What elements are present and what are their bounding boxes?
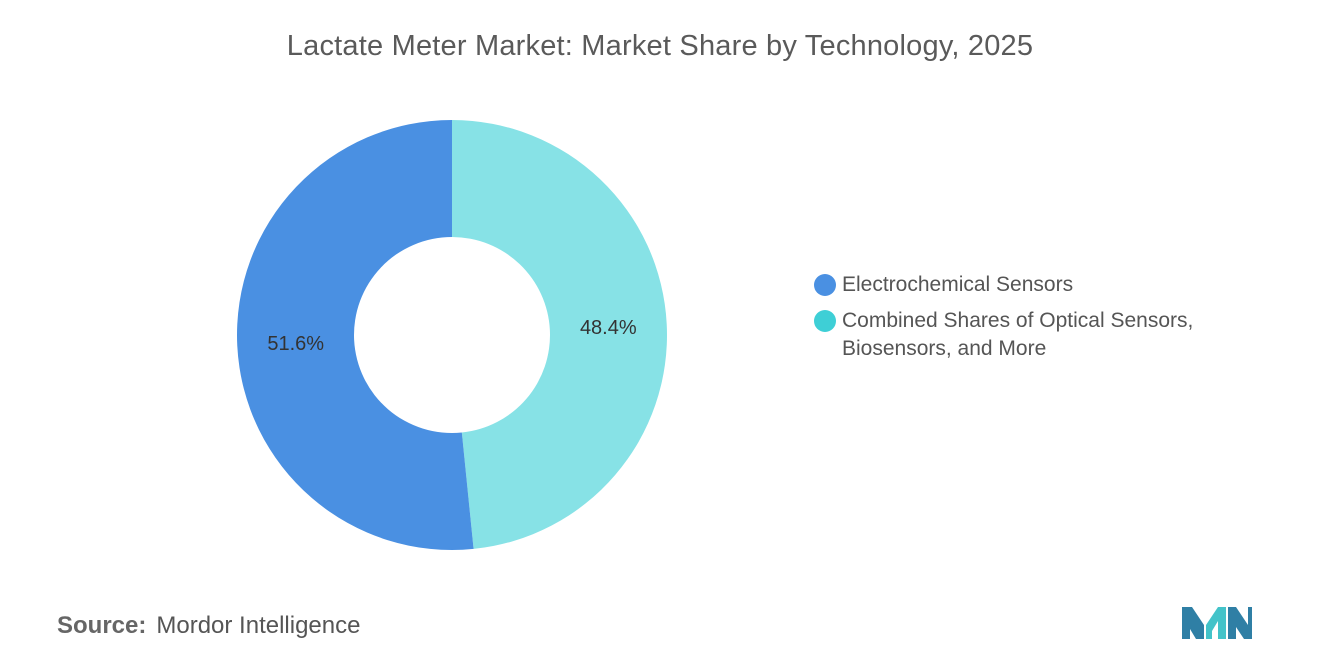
- donut-labels: 48.4% 51.6%: [267, 317, 637, 355]
- legend-label-electrochemical: Electrochemical Sensors: [842, 273, 1074, 296]
- chart-title: Lactate Meter Market: Market Share by Te…: [286, 30, 1034, 62]
- data-label-combined: 48.4%: [580, 317, 637, 339]
- mordor-intelligence-logo: [1182, 603, 1252, 644]
- data-label-electrochemical: 51.6%: [267, 333, 324, 355]
- donut-slice-electrochemical: [236, 120, 474, 551]
- legend-swatch-electrochemical: [814, 274, 836, 296]
- source-note: Source: Mordor Intelligence: [57, 612, 360, 640]
- source-label: Source:: [57, 612, 147, 639]
- donut-slices: [236, 120, 667, 551]
- legend-item-combined: Combined Shares of Optical Sensors, Bios…: [814, 307, 1254, 363]
- legend-swatch-combined: [814, 310, 836, 332]
- legend-label-combined: Combined Shares of Optical Sensors, Bios…: [842, 309, 1194, 360]
- donut-slice-combined: [452, 120, 667, 549]
- source-value: Mordor Intelligence: [156, 612, 361, 639]
- chart-legend: Electrochemical Sensors Combined Shares …: [814, 271, 1254, 371]
- legend-item-electrochemical: Electrochemical Sensors: [814, 271, 1254, 299]
